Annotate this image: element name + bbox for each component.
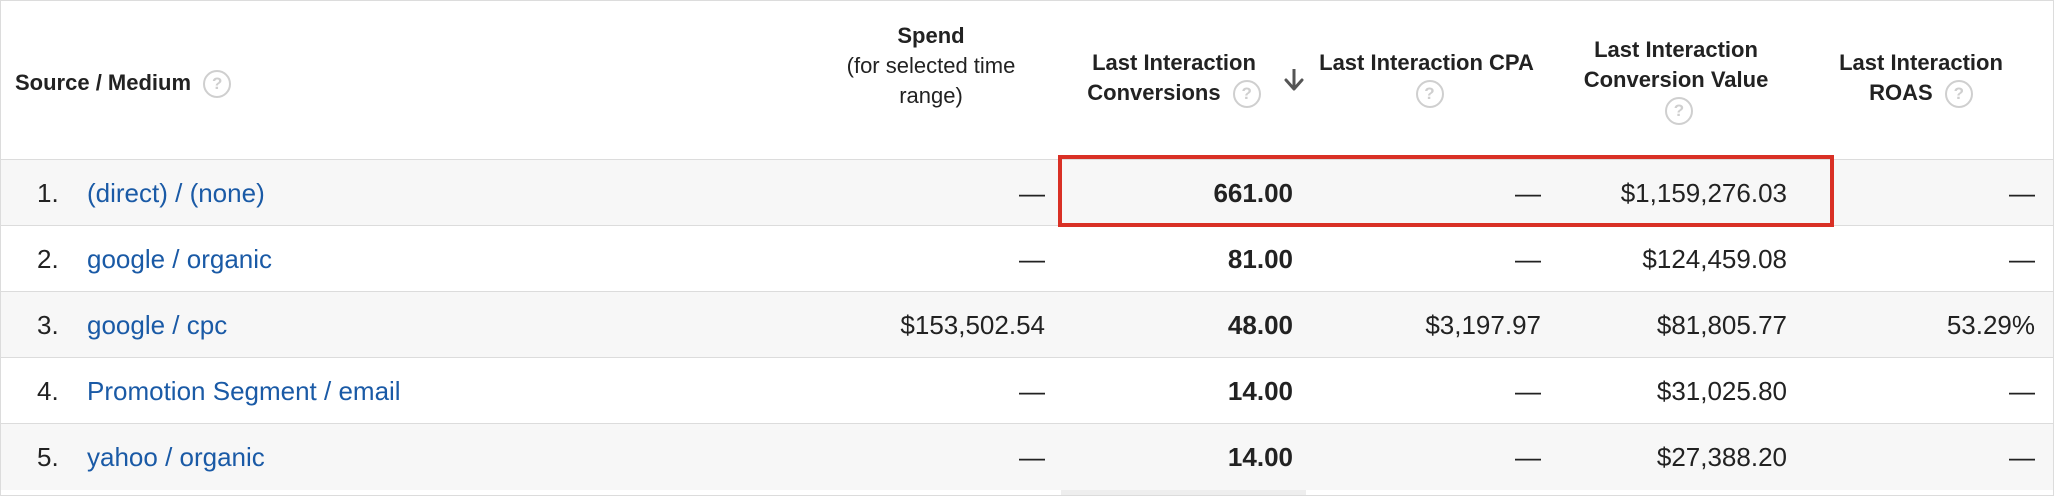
conversions-cell: 81.00 — [1227, 244, 1293, 274]
header-spend-title: Spend — [897, 23, 965, 48]
conversions-cell: 661.00 — [1213, 178, 1293, 208]
arrow-down-icon[interactable] — [1279, 65, 1309, 95]
header-last-interaction-conversions[interactable]: Last Interaction Conversions ? — [1069, 48, 1279, 109]
header-last-interaction-roas[interactable]: Last Interaction ROAS ? — [1816, 48, 2026, 109]
conversion-value-cell: $1,159,276.03 — [1620, 178, 1787, 208]
conversion-value-cell: $81,805.77 — [1656, 310, 1787, 340]
spend-cell: $153,502.54 — [900, 310, 1045, 340]
header-spend-subtitle: (for selected time range) — [846, 53, 1016, 108]
header-spend[interactable]: Spend (for selected time range) — [831, 21, 1031, 111]
question-circle-icon[interactable]: ? — [1232, 80, 1261, 109]
question-circle-icon[interactable]: ? — [1415, 80, 1444, 109]
cpa-cell: — — [1515, 442, 1541, 472]
question-circle-icon[interactable]: ? — [1944, 80, 1973, 109]
header-cpa-label: Last Interaction CPA — [1319, 50, 1534, 75]
row-index: 5. — [37, 442, 59, 472]
spend-cell: — — [1019, 244, 1045, 274]
header-last-interaction-conversion-value[interactable]: Last Interaction Conversion Value ? — [1566, 35, 1786, 126]
header-source-medium[interactable]: Source / Medium ? — [15, 68, 232, 99]
conversions-cell: 14.00 — [1227, 442, 1293, 472]
question-circle-icon[interactable]: ? — [1665, 97, 1693, 126]
header-last-interaction-cpa[interactable]: Last Interaction CPA ? — [1314, 48, 1539, 109]
roas-cell: 53.29% — [1946, 310, 2035, 340]
cpa-cell: — — [1515, 376, 1541, 406]
source-medium-link[interactable]: Promotion Segment / email — [87, 358, 401, 424]
roas-cell: — — [2009, 376, 2035, 406]
conversion-value-cell: $124,459.08 — [1642, 244, 1787, 274]
roas-cell: — — [2009, 244, 2035, 274]
source-medium-link[interactable]: (direct) / (none) — [87, 160, 265, 226]
row-index: 3. — [37, 310, 59, 340]
table-row: 1. (direct) / (none) — 661.00 — $1,159,2… — [1, 159, 2053, 226]
source-medium-link-text[interactable]: google / cpc — [87, 310, 228, 340]
header-value-line1: Last Interaction — [1594, 37, 1758, 62]
header-conversions-line2: Conversions — [1087, 80, 1221, 105]
source-medium-link-text[interactable]: google / organic — [87, 244, 273, 274]
header-roas-line2: ROAS — [1869, 80, 1933, 105]
table-row: 5. yahoo / organic — 14.00 — $27,388.20 … — [1, 423, 2053, 490]
source-medium-link-text[interactable]: yahoo / organic — [87, 442, 265, 472]
source-medium-link[interactable]: yahoo / organic — [87, 424, 265, 490]
header-source-medium-label: Source / Medium — [15, 70, 192, 95]
roas-cell: — — [2009, 442, 2035, 472]
question-circle-icon[interactable]: ? — [203, 70, 232, 99]
source-medium-link-text[interactable]: Promotion Segment / email — [87, 376, 401, 406]
cpa-cell: $3,197.97 — [1425, 310, 1541, 340]
spend-cell: — — [1019, 442, 1045, 472]
source-medium-link-text[interactable]: (direct) / (none) — [87, 178, 265, 208]
header-conversions-line1: Last Interaction — [1092, 50, 1256, 75]
source-medium-link[interactable]: google / cpc — [87, 292, 227, 358]
conversion-value-cell: $27,388.20 — [1656, 442, 1787, 472]
table-row: 4. Promotion Segment / email — 14.00 — $… — [1, 357, 2053, 424]
spend-cell: — — [1019, 178, 1045, 208]
source-medium-link[interactable]: google / organic — [87, 226, 272, 292]
roas-cell: — — [2009, 178, 2035, 208]
conversions-cell: 14.00 — [1227, 376, 1293, 406]
row-index: 2. — [37, 244, 59, 274]
header-value-line2: Conversion Value — [1583, 67, 1769, 92]
conversion-value-cell: $31,025.80 — [1656, 376, 1787, 406]
spend-cell: — — [1019, 376, 1045, 406]
row-index: 1. — [37, 178, 59, 208]
conversions-cell: 48.00 — [1227, 310, 1293, 340]
header-roas-line1: Last Interaction — [1839, 50, 2003, 75]
cpa-cell: — — [1515, 178, 1541, 208]
table-header: Source / Medium ? Spend (for selected ti… — [1, 1, 2053, 159]
table-row: 2. google / organic — 81.00 — $124,459.0… — [1, 225, 2053, 292]
row-index: 4. — [37, 376, 59, 406]
table-row: 3. google / cpc $153,502.54 48.00 $3,197… — [1, 291, 2053, 358]
cpa-cell: — — [1515, 244, 1541, 274]
